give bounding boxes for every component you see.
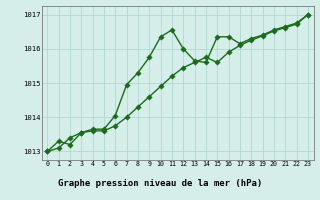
Text: Graphe pression niveau de la mer (hPa): Graphe pression niveau de la mer (hPa) bbox=[58, 178, 262, 188]
